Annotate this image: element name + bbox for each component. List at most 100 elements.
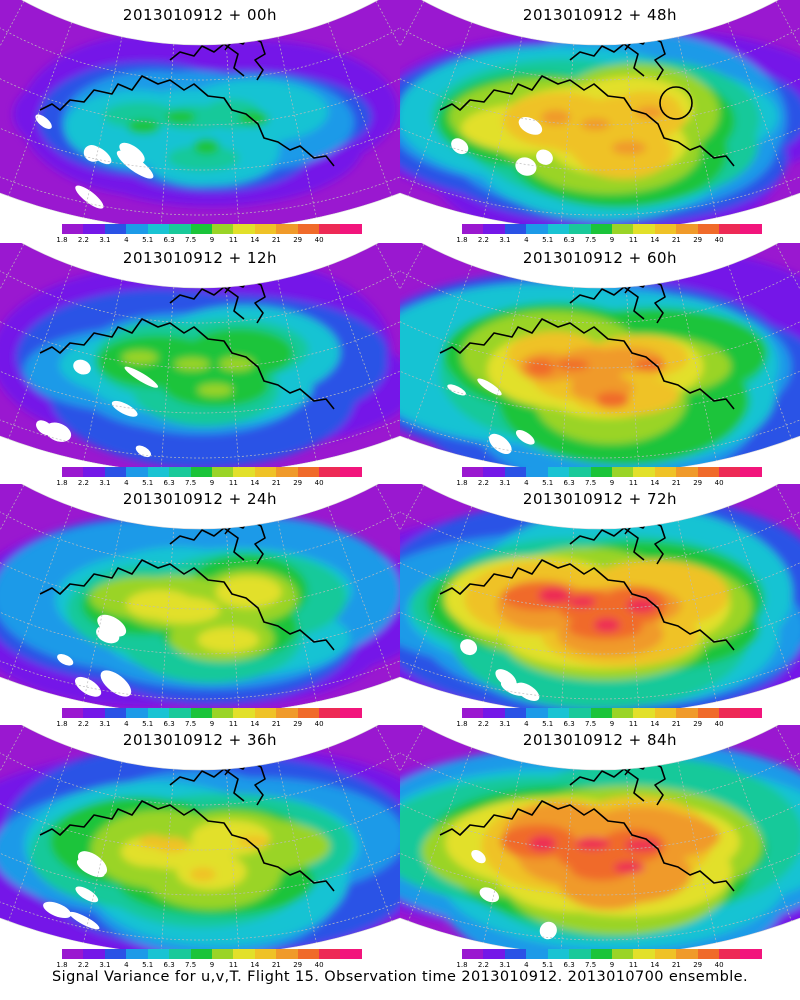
variance-contour xyxy=(197,627,259,653)
colorbar-swatch xyxy=(83,708,105,718)
below-threshold-patch xyxy=(536,149,553,165)
colorbar-tick-label: 6.3 xyxy=(563,720,575,728)
map-panel-48h: 2013010912 + 48h 1.8 2.2 3.1 4 5.1 6.3 7.5 9 11 14… xyxy=(400,0,800,245)
panel-title: 2013010912 + 36h xyxy=(122,731,278,749)
colorbar-tick-label: 40 xyxy=(314,479,324,487)
below-threshold-patch xyxy=(479,887,499,903)
longitude-line xyxy=(160,528,175,713)
colorbar-tick-label: 7.5 xyxy=(185,961,197,969)
longitude-line xyxy=(225,44,240,229)
colorbar-swatch xyxy=(633,949,655,959)
panel-title: 2013010912 + 72h xyxy=(522,490,678,508)
variance-map xyxy=(0,725,400,956)
colorbar-tick-label: 3.1 xyxy=(499,720,511,728)
figure-caption: Signal Variance for u,v,T. Flight 15. Ob… xyxy=(52,969,748,985)
variance-contour xyxy=(528,835,557,852)
variance-contour xyxy=(626,598,657,613)
colorbar-tick-label: 7.5 xyxy=(585,479,597,487)
colorbar-swatch xyxy=(233,708,255,718)
colorbar-tick-label: 7.5 xyxy=(185,479,197,487)
colorbar-tick-label: 3.1 xyxy=(499,479,511,487)
longitude-line xyxy=(677,761,717,943)
colorbar-tick-label: 21 xyxy=(671,961,681,969)
longitude-line xyxy=(277,36,317,218)
colorbar-swatch xyxy=(676,708,698,718)
below-threshold-patch xyxy=(75,185,104,209)
colorbar-swatch xyxy=(147,467,170,477)
variance-map xyxy=(0,0,400,231)
colorbar-swatch xyxy=(697,467,720,477)
variance-contour xyxy=(127,119,160,135)
variance-contour xyxy=(165,110,196,124)
longitude-line xyxy=(83,36,123,218)
colorbar-swatch xyxy=(233,467,255,477)
variance-contour xyxy=(149,603,179,616)
variance-contour xyxy=(102,102,179,129)
variance-contour xyxy=(219,357,254,371)
colorbar-tick-label: 14 xyxy=(250,236,260,244)
colorbar-swatch xyxy=(633,708,655,718)
colorbar-labels: 1.8 2.2 3.1 4 5.1 6.3 7.5 9 11 14 21 29 40 xyxy=(456,479,762,489)
colorbar-tick-label: 3.1 xyxy=(99,479,111,487)
colorbar-swatch xyxy=(483,949,505,959)
below-threshold-patch xyxy=(57,654,74,666)
latitude-line xyxy=(400,725,800,896)
colorbar-swatch xyxy=(104,949,127,959)
variance-contour xyxy=(635,106,664,119)
longitude-line xyxy=(327,265,392,440)
variance-map xyxy=(400,484,800,715)
variance-contour xyxy=(167,145,240,171)
panel-title: 2013010912 + 24h xyxy=(122,490,278,508)
below-threshold-patch xyxy=(488,433,512,455)
colorbar-swatch xyxy=(590,224,612,234)
below-threshold-patch xyxy=(111,400,138,417)
longitude-line xyxy=(625,287,640,472)
colorbar-tick-label: 40 xyxy=(714,720,724,728)
map-panel-24h: 2013010912 + 24h 1.8 2.2 3.1 4 5.1 6.3 7.5 9 11 14… xyxy=(0,484,400,729)
colorbar-swatch xyxy=(697,708,720,718)
colorbar-swatch xyxy=(319,708,341,718)
longitude-line xyxy=(83,279,123,461)
colorbar-tick-label: 2.2 xyxy=(477,479,489,487)
variance-contour xyxy=(193,138,220,155)
map-boundary xyxy=(0,484,400,715)
panel-title: 2013010912 + 00h xyxy=(122,6,278,24)
longitude-line xyxy=(625,769,640,954)
colorbar-tick-label: 14 xyxy=(650,236,660,244)
colorbar-tick-label: 29 xyxy=(693,961,703,969)
colorbar-tick-label: 29 xyxy=(293,479,303,487)
map-panel-84h: 2013010912 + 84h 1.8 2.2 3.1 4 5.1 6.3 7.5 9 11 14… xyxy=(400,725,800,970)
colorbar-swatch xyxy=(654,708,677,718)
colorbar-labels: 1.8 2.2 3.1 4 5.1 6.3 7.5 9 11 14 21 29 40 xyxy=(456,236,762,246)
colorbar-tick-label: 4 xyxy=(524,961,529,969)
map-boundary xyxy=(400,243,800,474)
colorbar-swatch xyxy=(719,949,741,959)
colorbar-swatch xyxy=(147,949,170,959)
colorbar-swatch xyxy=(169,467,191,477)
colorbar-tick-label: 14 xyxy=(650,479,660,487)
colorbar-tick-label: 29 xyxy=(293,720,303,728)
colorbar-swatch xyxy=(62,467,84,477)
colorbar-tick-label: 5.1 xyxy=(542,720,554,728)
colorbar-swatch xyxy=(297,467,320,477)
colorbar-swatch xyxy=(126,467,148,477)
colorbar-swatch xyxy=(190,224,212,234)
latitude-line xyxy=(0,243,400,414)
colorbar-tick-label: 9 xyxy=(209,720,215,728)
variance-field xyxy=(0,484,400,714)
colorbar-tick-label: 11 xyxy=(628,479,638,487)
longitude-line xyxy=(677,520,717,702)
colorbar-swatch xyxy=(504,708,527,718)
longitude-line xyxy=(277,761,317,943)
colorbar xyxy=(62,949,362,959)
colorbar-swatch xyxy=(211,708,234,718)
variance-contour xyxy=(595,391,629,408)
colorbar xyxy=(62,467,362,477)
colorbar-swatch xyxy=(526,224,548,234)
variance-contour xyxy=(570,856,633,881)
longitude-line xyxy=(625,44,640,229)
colorbar-tick-label: 3.1 xyxy=(499,961,511,969)
colorbar-swatch xyxy=(319,224,341,234)
below-threshold-patch xyxy=(124,366,159,388)
variance-contour xyxy=(215,575,282,609)
